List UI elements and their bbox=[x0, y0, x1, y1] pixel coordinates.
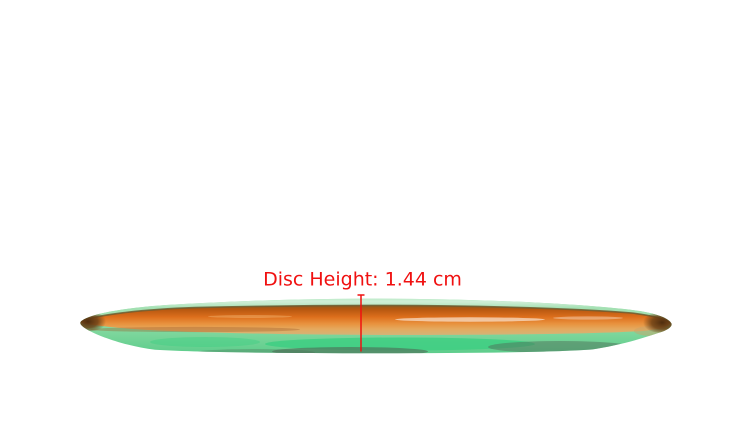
disc-rim-band bbox=[80, 305, 671, 335]
disc-top-surface bbox=[80, 298, 672, 324]
disc-top-separator-line bbox=[80, 304, 672, 324]
disc-underside-shadow bbox=[272, 347, 428, 354]
disc-underside-highlight-left bbox=[150, 337, 260, 347]
disc-underside-shadow-right bbox=[488, 341, 632, 353]
disc-under-rim-shadow bbox=[90, 326, 300, 333]
rim-highlight-streak-right bbox=[553, 316, 623, 320]
disc-right-tip bbox=[643, 312, 672, 333]
measurement-annotation: Disc Height: 1.44 cm bbox=[263, 269, 462, 352]
disc-body bbox=[80, 298, 672, 354]
disc-left-tip bbox=[80, 312, 106, 331]
rim-highlight-streak bbox=[395, 317, 545, 322]
disc-underside-shadow-left bbox=[195, 349, 315, 354]
disc-height-label: Disc Height: 1.44 cm bbox=[263, 269, 462, 291]
rim-highlight-streak-left bbox=[208, 315, 292, 318]
